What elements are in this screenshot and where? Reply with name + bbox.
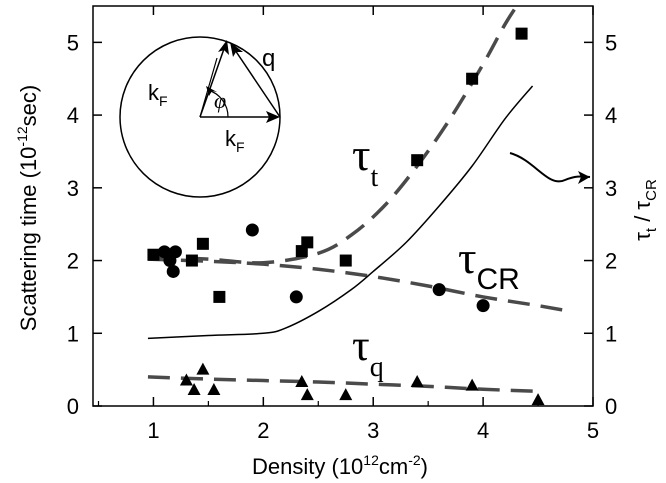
square-marker xyxy=(411,154,424,167)
phi-arrowhead xyxy=(206,86,217,96)
q-vector xyxy=(234,49,281,118)
circle-marker xyxy=(476,299,490,313)
fit-curve-tau_q xyxy=(147,375,544,394)
square-marker xyxy=(213,290,226,303)
triangle-marker xyxy=(187,383,201,395)
ratio-axis-arrow xyxy=(509,152,591,183)
fit-curve-tau_t xyxy=(153,6,519,265)
y-tick-label: 0 xyxy=(67,394,79,419)
tau-t-label: τt xyxy=(352,129,379,193)
circle-marker xyxy=(289,290,303,304)
y2-tick-label: 2 xyxy=(605,249,617,274)
y-tick-label: 2 xyxy=(67,249,79,274)
y-axis-ticks: 0 1 2 3 4 5 xyxy=(67,30,102,419)
y2-tick-label: 1 xyxy=(605,321,617,346)
circle-marker xyxy=(245,223,259,237)
data-markers xyxy=(147,27,545,406)
square-marker xyxy=(147,248,160,261)
plot-frame xyxy=(92,5,594,407)
triangle-marker xyxy=(196,362,210,375)
wavevector-inset: kF kF q φ xyxy=(119,36,281,198)
square-marker xyxy=(339,254,352,267)
square-marker xyxy=(515,27,528,40)
x-axis-title: Density (1012cm-2) xyxy=(252,452,428,479)
y2-tick-label: 4 xyxy=(605,103,617,128)
x-tick-label: 2 xyxy=(257,418,269,443)
triangle-marker xyxy=(465,378,479,391)
square-marker xyxy=(466,72,479,85)
kf-top-arrowhead xyxy=(218,40,229,55)
y2-axis-title: τt / τCR xyxy=(630,179,660,241)
square-marker xyxy=(196,237,209,250)
fit-curves xyxy=(147,6,572,394)
tau-q-label: τq xyxy=(352,321,384,383)
ratio-axis-arrowhead xyxy=(578,171,590,184)
triangle-marker xyxy=(300,388,314,401)
phi-label: φ xyxy=(214,88,226,113)
y-tick-label: 1 xyxy=(67,321,79,346)
triangle-marker xyxy=(410,375,424,387)
kf-top-label: kF xyxy=(148,80,168,109)
y-tick-label: 3 xyxy=(67,176,79,201)
kf-top-vector xyxy=(199,45,226,118)
triangle-marker xyxy=(295,375,309,387)
x-tick-label: 4 xyxy=(477,418,489,443)
triangle-marker xyxy=(179,373,193,386)
circle-marker xyxy=(166,264,180,278)
x-tick-label: 1 xyxy=(147,418,159,443)
y-axis-title: Scattering time (10-12sec) xyxy=(14,85,41,331)
square-marker xyxy=(185,254,198,267)
circle-marker xyxy=(432,283,446,297)
x-tick-label: 3 xyxy=(367,418,379,443)
y2-tick-label: 0 xyxy=(605,394,617,419)
y2-axis-ticks: 0 1 2 3 4 5 xyxy=(584,30,617,419)
y2-tick-label: 5 xyxy=(605,30,617,55)
y-tick-label: 5 xyxy=(67,30,79,55)
triangle-marker xyxy=(339,388,353,401)
x-axis-ticks: 1 2 3 4 5 xyxy=(97,6,599,443)
y2-tick-label: 3 xyxy=(605,176,617,201)
square-marker xyxy=(301,236,314,249)
triangle-marker xyxy=(531,393,545,406)
fit-curve-tau_cr xyxy=(147,257,572,314)
kf-bottom-arrowhead xyxy=(266,111,280,123)
tau-cr-label: τCR xyxy=(458,232,520,296)
kf-bottom-label: kF xyxy=(225,126,245,155)
ratio-curve xyxy=(147,85,534,340)
triangle-marker xyxy=(207,383,221,395)
q-label: q xyxy=(262,45,275,72)
x-tick-label: 5 xyxy=(587,418,599,443)
y-tick-label: 4 xyxy=(67,103,79,128)
circle-marker xyxy=(168,245,182,259)
q-arrowhead xyxy=(230,42,243,57)
